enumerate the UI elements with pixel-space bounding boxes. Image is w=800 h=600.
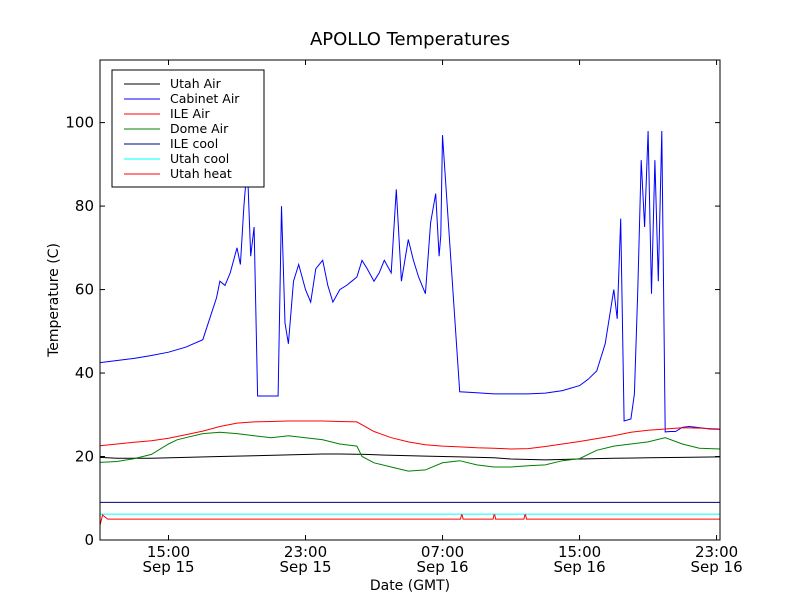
series-line-dome-air — [99, 431, 721, 472]
y-axis: 0 20 40 60 80 100 — [65, 114, 720, 549]
legend-label: ILE cool — [170, 136, 218, 151]
plot-area-frame — [99, 59, 721, 541]
y-tick-label: 100 — [65, 114, 94, 132]
series-line-cabinet-air — [99, 130, 721, 433]
x-tick-label-date: Sep 15 — [279, 558, 331, 576]
legend-label: Cabinet Air — [170, 91, 240, 106]
legend-label: Utah Air — [170, 76, 222, 91]
legend-label: ILE Air — [170, 106, 211, 121]
series-line-utah-air — [99, 453, 721, 461]
y-tick-label: 20 — [75, 448, 94, 466]
x-tick-label-time: 23:00 — [284, 543, 327, 561]
y-tick-label: 40 — [75, 364, 94, 382]
x-tick-label-date: Sep 16 — [553, 558, 605, 576]
y-tick-label: 60 — [75, 281, 94, 299]
x-tick-label-date: Sep 16 — [416, 558, 468, 576]
series-line-utah-heat — [99, 514, 720, 526]
x-tick-label-time: 15:00 — [558, 543, 601, 561]
legend-label: Utah heat — [170, 166, 232, 181]
chart-title: APOLLO Temperatures — [310, 29, 510, 50]
x-tick-label-time: 23:00 — [695, 543, 738, 561]
legend-label: Utah cool — [170, 151, 229, 166]
legend-label: Dome Air — [170, 121, 229, 136]
y-tick-label: 80 — [75, 197, 94, 215]
y-tick-label: 0 — [84, 531, 94, 549]
series-line-ile-air — [99, 420, 721, 450]
x-tick-label-date: Sep 15 — [142, 558, 194, 576]
x-tick-label-time: 15:00 — [147, 543, 190, 561]
x-axis-label: Date (GMT) — [370, 578, 450, 594]
x-tick-label-date: Sep 16 — [691, 558, 743, 576]
x-tick-label-time: 07:00 — [421, 543, 464, 561]
plot-lines — [99, 130, 721, 526]
y-axis-label: Temperature (C) — [46, 243, 62, 358]
